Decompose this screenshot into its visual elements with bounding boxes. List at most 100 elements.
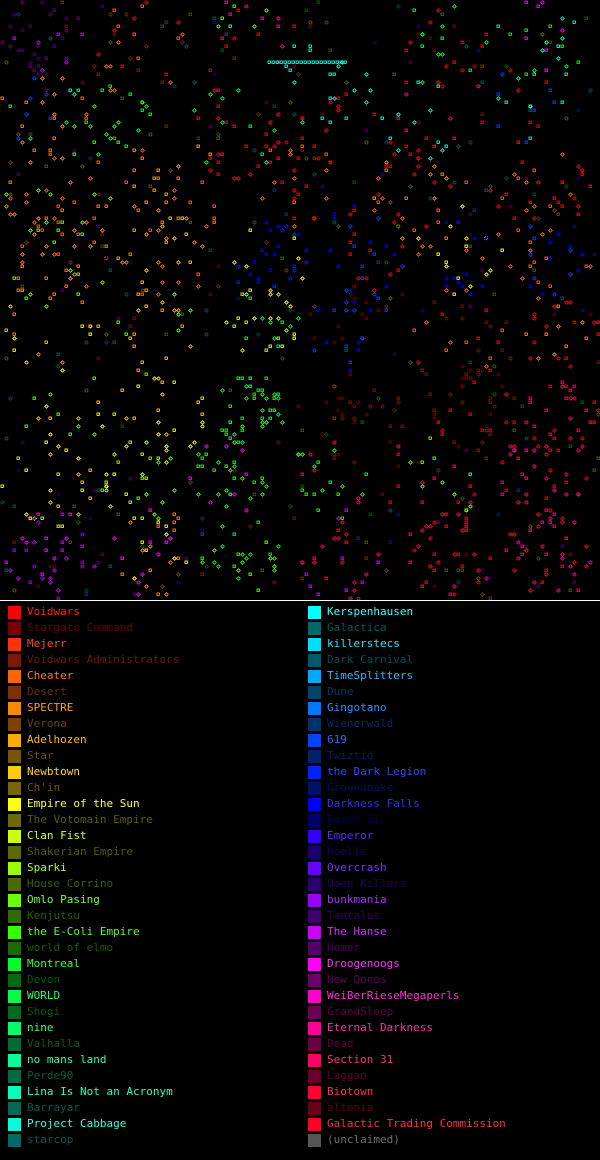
star-system[interactable] — [160, 500, 165, 505]
star-system[interactable] — [140, 288, 145, 293]
star-system[interactable] — [384, 244, 388, 248]
star-system[interactable] — [140, 4, 144, 8]
star-system[interactable] — [104, 132, 109, 137]
star-system[interactable] — [584, 408, 588, 412]
star-system[interactable] — [224, 428, 228, 432]
star-system[interactable] — [88, 324, 92, 328]
star-system[interactable] — [172, 84, 177, 89]
star-system[interactable] — [140, 544, 145, 549]
star-system[interactable] — [572, 520, 577, 525]
star-system[interactable] — [0, 500, 5, 505]
star-system[interactable] — [52, 568, 57, 573]
star-system[interactable] — [48, 452, 53, 457]
star-system[interactable] — [196, 284, 201, 289]
star-system[interactable] — [236, 8, 240, 12]
star-system[interactable] — [396, 452, 400, 456]
star-system[interactable] — [384, 160, 389, 165]
star-system[interactable] — [572, 20, 576, 24]
star-system[interactable] — [8, 160, 13, 165]
star-system[interactable] — [512, 172, 517, 177]
star-system[interactable] — [152, 376, 157, 381]
star-system[interactable] — [124, 144, 128, 148]
star-system[interactable] — [64, 268, 68, 272]
star-system[interactable] — [372, 252, 376, 256]
star-system[interactable] — [16, 276, 20, 280]
star-system[interactable] — [484, 428, 489, 433]
star-system[interactable] — [260, 424, 265, 429]
star-system[interactable] — [384, 168, 388, 172]
star-system[interactable] — [472, 492, 477, 497]
star-system[interactable] — [204, 308, 209, 313]
star-system[interactable] — [208, 292, 212, 296]
star-system[interactable] — [480, 592, 485, 597]
star-system[interactable] — [592, 320, 597, 325]
star-system[interactable] — [292, 336, 296, 340]
star-system[interactable] — [132, 516, 136, 520]
star-system[interactable] — [220, 544, 225, 549]
star-system[interactable] — [156, 228, 161, 233]
star-system[interactable] — [344, 116, 348, 120]
star-system[interactable] — [300, 120, 305, 125]
star-system[interactable] — [84, 592, 88, 596]
star-system[interactable] — [136, 68, 140, 72]
star-system[interactable] — [412, 228, 416, 232]
star-system[interactable] — [132, 332, 136, 336]
star-system[interactable] — [248, 376, 252, 380]
star-system[interactable] — [4, 328, 8, 332]
star-system[interactable] — [140, 360, 144, 364]
star-system[interactable] — [12, 504, 16, 508]
star-system[interactable] — [236, 316, 240, 320]
star-system[interactable] — [56, 364, 60, 368]
star-system[interactable] — [548, 40, 552, 44]
star-system[interactable] — [36, 520, 41, 525]
star-system[interactable] — [260, 420, 265, 425]
star-system[interactable] — [272, 564, 277, 569]
star-system[interactable] — [172, 292, 177, 297]
star-system[interactable] — [200, 528, 204, 532]
star-system[interactable] — [576, 108, 580, 112]
star-system[interactable] — [16, 136, 21, 141]
star-system[interactable] — [32, 564, 37, 569]
star-system[interactable] — [296, 156, 300, 160]
star-system[interactable] — [388, 200, 393, 205]
star-system[interactable] — [232, 56, 236, 60]
star-system[interactable] — [468, 472, 472, 476]
star-system[interactable] — [212, 216, 216, 220]
star-system[interactable] — [100, 232, 104, 236]
star-system[interactable] — [440, 52, 445, 57]
star-system[interactable] — [300, 136, 304, 140]
star-system[interactable] — [96, 72, 100, 76]
star-system[interactable] — [140, 472, 145, 477]
star-system[interactable] — [552, 100, 556, 104]
star-system[interactable] — [128, 56, 133, 61]
star-system[interactable] — [560, 516, 565, 521]
star-system[interactable] — [396, 484, 400, 488]
star-system[interactable] — [364, 336, 369, 341]
star-system[interactable] — [572, 580, 576, 584]
star-system[interactable] — [312, 172, 317, 177]
star-system[interactable] — [296, 404, 301, 409]
star-system[interactable] — [280, 180, 284, 184]
star-system[interactable] — [44, 244, 49, 249]
star-system[interactable] — [148, 544, 153, 549]
star-system[interactable] — [308, 20, 313, 25]
star-system[interactable] — [356, 596, 361, 600]
star-system[interactable] — [472, 64, 476, 68]
star-system[interactable] — [404, 80, 408, 84]
star-system[interactable] — [48, 432, 53, 437]
star-system[interactable] — [128, 520, 133, 525]
star-system[interactable] — [416, 24, 421, 29]
star-system[interactable] — [568, 272, 573, 277]
star-system[interactable] — [364, 472, 368, 476]
star-system[interactable] — [136, 580, 141, 585]
star-system[interactable] — [488, 188, 493, 193]
star-system[interactable] — [100, 424, 105, 429]
star-system[interactable] — [228, 436, 232, 440]
star-system[interactable] — [112, 472, 116, 476]
star-system[interactable] — [264, 252, 268, 256]
star-system[interactable] — [276, 140, 281, 145]
star-system[interactable] — [188, 260, 192, 264]
star-system[interactable] — [204, 224, 209, 229]
star-system[interactable] — [232, 564, 236, 568]
star-system[interactable] — [316, 592, 320, 596]
